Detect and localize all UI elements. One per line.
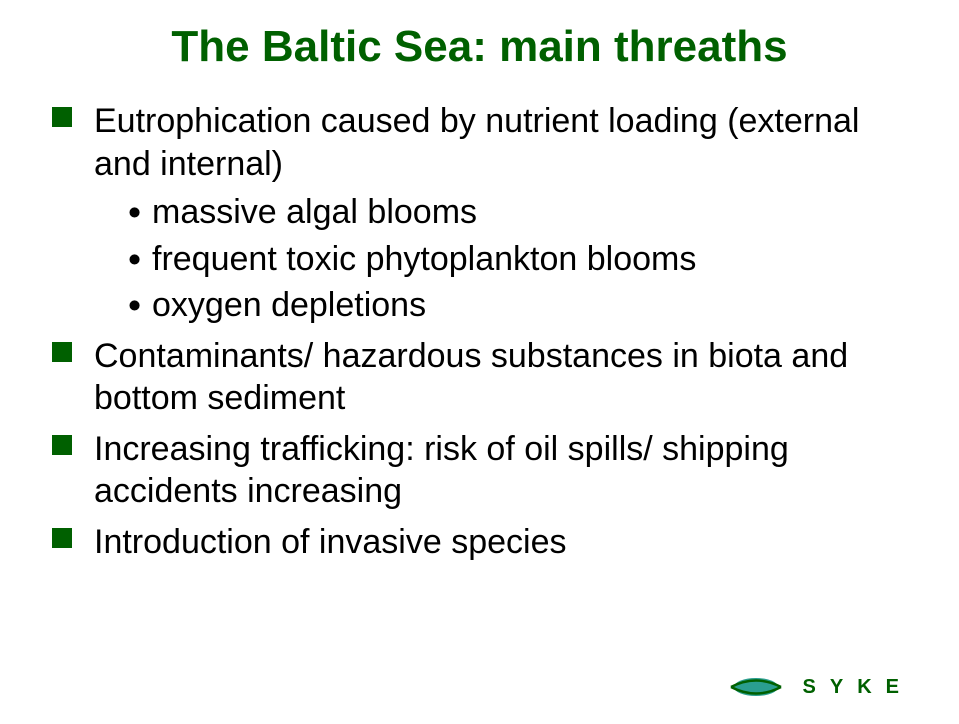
sub-list: massive algal blooms frequent toxic phyt…: [94, 191, 913, 327]
list-item-text: Contaminants/ hazardous substances in bi…: [94, 337, 848, 418]
slide: The Baltic Sea: main threaths Eutrophica…: [0, 0, 959, 724]
sub-item-text: massive algal blooms: [152, 193, 477, 231]
sub-item: oxygen depletions: [128, 284, 913, 327]
sub-item-text: oxygen depletions: [152, 286, 426, 324]
syke-logo: SYKE: [729, 672, 913, 702]
list-item-text: Increasing trafficking: risk of oil spil…: [94, 430, 789, 511]
threats-list: Eutrophication caused by nutrient loadin…: [46, 100, 913, 563]
list-item: Contaminants/ hazardous substances in bi…: [52, 335, 913, 420]
sub-item: frequent toxic phytoplankton blooms: [128, 238, 913, 281]
sub-item: massive algal blooms: [128, 191, 913, 234]
syke-logo-icon: [729, 672, 783, 702]
list-item: Increasing trafficking: risk of oil spil…: [52, 428, 913, 513]
list-item-text: Introduction of invasive species: [94, 523, 566, 561]
sub-item-text: frequent toxic phytoplankton blooms: [152, 240, 696, 278]
list-item: Eutrophication caused by nutrient loadin…: [52, 100, 913, 327]
syke-logo-text: SYKE: [803, 676, 913, 699]
list-item-text: Eutrophication caused by nutrient loadin…: [94, 102, 859, 183]
slide-title: The Baltic Sea: main threaths: [46, 22, 913, 72]
list-item: Introduction of invasive species: [52, 521, 913, 564]
